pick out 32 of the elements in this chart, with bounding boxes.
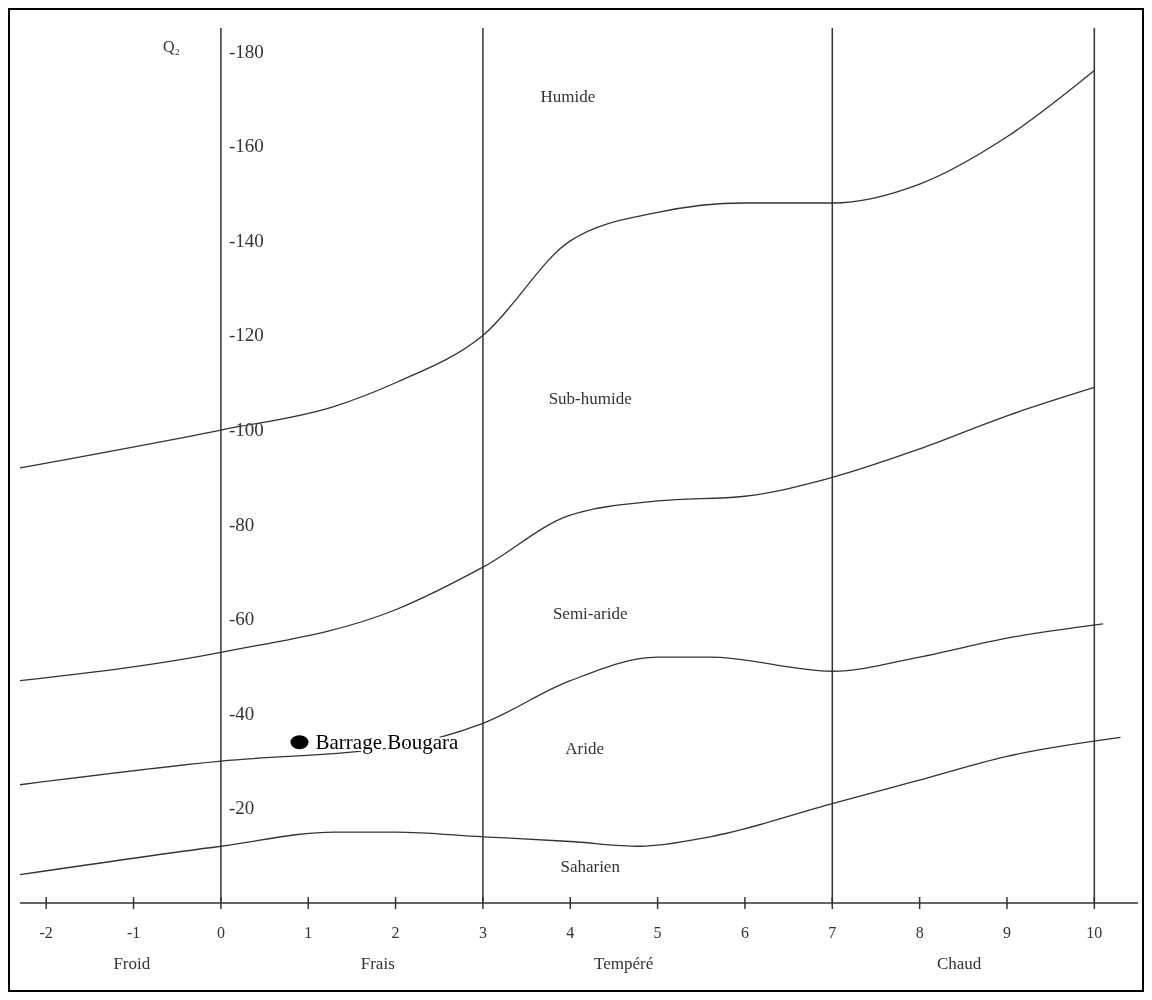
annotation: Saharien <box>560 857 621 877</box>
x-tick-label: 5 <box>653 924 662 941</box>
text: Froid <box>113 953 151 973</box>
x-tick-label: 4 <box>566 924 575 941</box>
x-tick-label: 1 <box>304 924 313 941</box>
x-tick-label: -2 <box>39 924 53 941</box>
y-tick-label: -140 <box>228 229 264 251</box>
x-tick-label: -1 <box>126 924 141 941</box>
text: Tempéré <box>594 953 654 973</box>
annotation: Sub-humide <box>548 389 632 409</box>
x-tick-label: 2 <box>391 924 400 941</box>
annotation: Aride <box>565 739 604 759</box>
y-tick-label: -40 <box>228 702 255 724</box>
y-tick-label: -20 <box>228 797 255 819</box>
x-tick-label: 6 <box>740 924 749 941</box>
annotation: Semi-aride <box>552 603 628 623</box>
y-tick-label: -80 <box>228 513 255 535</box>
y-tick-label: -120 <box>228 324 264 346</box>
y-tick-label: -180 <box>228 40 264 62</box>
x-tick-label: 10 <box>1086 924 1103 941</box>
y-tick-label: -60 <box>228 608 255 630</box>
x-tick-label: 9 <box>1002 924 1011 941</box>
y-tick-label: -160 <box>228 135 264 157</box>
x-tick-label: 3 <box>478 924 487 941</box>
text: Chaud <box>936 953 982 973</box>
x-tick-label: 7 <box>828 924 837 941</box>
annotation: Humide <box>540 87 596 107</box>
x-tick-label: 0 <box>216 924 225 941</box>
y-tick-label: -100 <box>228 419 264 441</box>
y-axis-title: Q₂ <box>162 38 181 55</box>
text: Frais <box>360 953 395 973</box>
x-tick-label: 8 <box>915 924 924 941</box>
